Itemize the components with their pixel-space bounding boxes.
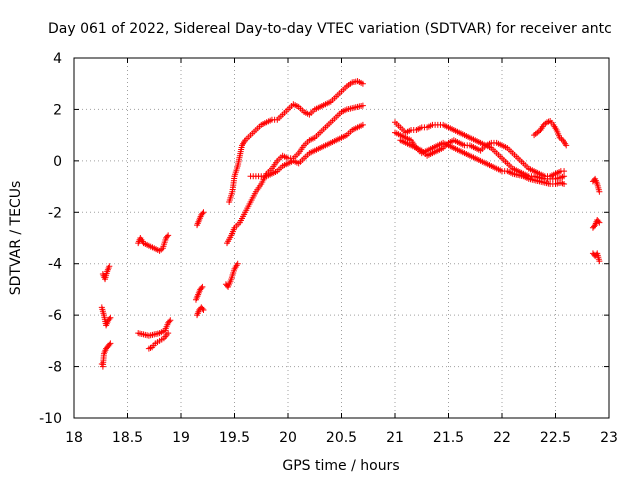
y-axis-label: SDTVAR / TECUs bbox=[8, 181, 24, 296]
axis-ticks: 18 18.5 19 19.5 20 20.5 21 21.5 22 22.5 23420-2-4-… bbox=[39, 51, 618, 446]
data-point bbox=[561, 168, 568, 175]
data-point bbox=[200, 307, 207, 313]
data-point bbox=[199, 283, 206, 290]
data-point bbox=[595, 218, 602, 225]
data-point bbox=[165, 232, 172, 239]
data-point bbox=[596, 258, 603, 265]
data-point bbox=[198, 285, 205, 292]
y-tick-label: 0 bbox=[53, 154, 62, 170]
x-tick-label: 18 bbox=[65, 430, 83, 446]
series-trace-12 bbox=[226, 78, 366, 205]
series-trace-3 bbox=[98, 340, 114, 370]
x-tick-label: 21.5 bbox=[433, 430, 464, 446]
data-point bbox=[561, 173, 568, 180]
data-point bbox=[359, 121, 366, 128]
data-point bbox=[107, 314, 114, 321]
y-tick-label: -6 bbox=[48, 308, 62, 324]
series-trace-2 bbox=[98, 304, 114, 329]
data-point bbox=[596, 219, 603, 226]
data-point bbox=[164, 233, 171, 240]
series-trace-7 bbox=[194, 209, 207, 229]
data-point bbox=[107, 340, 114, 347]
series-trace-10 bbox=[222, 260, 241, 290]
series-trace-8 bbox=[192, 283, 206, 303]
series-trace-18 bbox=[589, 175, 603, 195]
grid bbox=[74, 58, 609, 418]
y-tick-label: -8 bbox=[48, 360, 62, 376]
data-point bbox=[165, 330, 172, 337]
y-tick-label: -4 bbox=[48, 257, 62, 273]
data-marks bbox=[98, 78, 603, 370]
series-trace-9 bbox=[194, 304, 207, 319]
data-point bbox=[106, 263, 113, 270]
x-axis-label: GPS time / hours bbox=[282, 458, 399, 474]
data-point bbox=[199, 210, 206, 217]
data-point bbox=[199, 305, 206, 312]
data-point bbox=[596, 188, 603, 195]
series-trace-17 bbox=[531, 118, 570, 149]
data-point bbox=[591, 223, 598, 230]
x-tick-label: 22.5 bbox=[540, 430, 571, 446]
data-point bbox=[166, 318, 173, 325]
data-point bbox=[234, 260, 241, 267]
series-trace-20 bbox=[589, 250, 603, 265]
series-trace-16 bbox=[397, 137, 568, 187]
x-tick-label: 19.5 bbox=[219, 430, 250, 446]
x-tick-label: 20 bbox=[279, 430, 297, 446]
data-point bbox=[106, 316, 113, 322]
data-point bbox=[359, 102, 366, 109]
data-point bbox=[106, 341, 113, 348]
series-trace-13 bbox=[247, 121, 366, 180]
x-tick-label: 20.5 bbox=[326, 430, 357, 446]
y-tick-label: 4 bbox=[53, 51, 62, 67]
chart-title: Day 061 of 2022, Sidereal Day-to-day VTE… bbox=[48, 21, 612, 37]
data-point bbox=[563, 142, 570, 149]
data-point bbox=[167, 317, 174, 324]
x-tick-label: 23 bbox=[600, 430, 618, 446]
y-tick-label: 2 bbox=[53, 102, 62, 118]
x-tick-label: 21 bbox=[386, 430, 404, 446]
series-trace-19 bbox=[589, 217, 603, 231]
x-tick-label: 22 bbox=[493, 430, 511, 446]
y-tick-label: -10 bbox=[39, 411, 62, 427]
series-trace-11 bbox=[224, 102, 366, 247]
x-tick-label: 18.5 bbox=[112, 430, 143, 446]
series-trace-1 bbox=[99, 263, 113, 283]
data-point bbox=[200, 209, 207, 216]
data-point bbox=[359, 80, 366, 87]
series-trace-5 bbox=[135, 317, 174, 339]
y-tick-label: -2 bbox=[48, 205, 62, 221]
series-trace-6 bbox=[145, 330, 172, 352]
x-tick-label: 19 bbox=[172, 430, 190, 446]
data-point bbox=[561, 181, 568, 187]
series-trace-15 bbox=[392, 129, 568, 180]
series-trace-4 bbox=[135, 232, 172, 254]
